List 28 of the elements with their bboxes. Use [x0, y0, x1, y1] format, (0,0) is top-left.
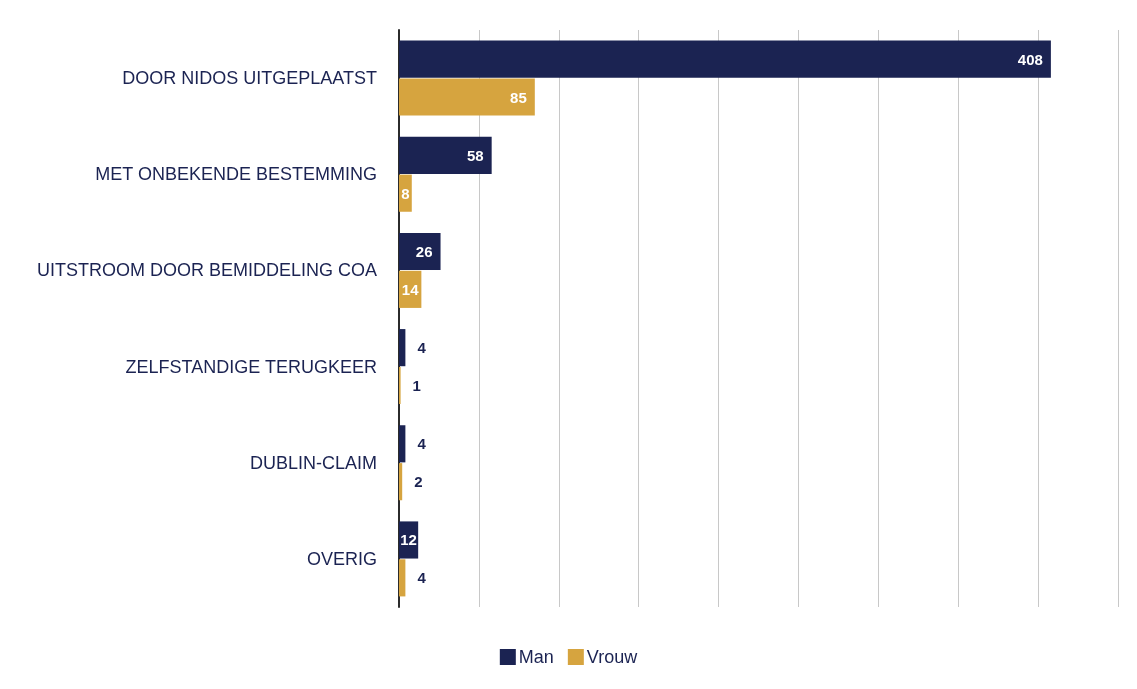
legend-label: Man	[518, 647, 554, 667]
bar	[399, 463, 403, 501]
y-tick-label: UITSTROOM DOOR BEMIDDELING COA	[36, 260, 377, 281]
y-tick-label: OVERIG	[306, 548, 377, 569]
data-label: 408	[1017, 50, 1043, 68]
bar	[399, 232, 441, 271]
data-label: 12	[400, 531, 417, 549]
y-tick-label: DUBLIN-CLAIM	[249, 452, 377, 473]
data-label: 4	[417, 435, 427, 453]
bar	[399, 559, 406, 597]
bar	[399, 136, 492, 174]
y-tick-label: ZELFSTANDIGE TERUGKEER	[125, 356, 377, 377]
data-label: 85	[510, 88, 527, 106]
y-tick-label: DOOR NIDOS UITGEPLAATST	[122, 68, 377, 89]
data-label: 14	[401, 280, 420, 298]
data-label: 2	[414, 473, 423, 491]
y-tick-label: MET ONBEKENDE BESTEMMING	[95, 164, 377, 185]
bar	[399, 329, 406, 367]
data-label: 26	[415, 242, 433, 260]
data-label: 4	[417, 569, 427, 587]
bar	[399, 425, 406, 463]
legend-label: Vrouw	[586, 647, 639, 667]
data-label: 1	[412, 377, 421, 395]
data-label: 8	[401, 184, 410, 202]
bar	[399, 40, 1051, 78]
data-label: 58	[466, 146, 484, 164]
data-label: 4	[417, 339, 427, 357]
bar	[399, 78, 535, 116]
